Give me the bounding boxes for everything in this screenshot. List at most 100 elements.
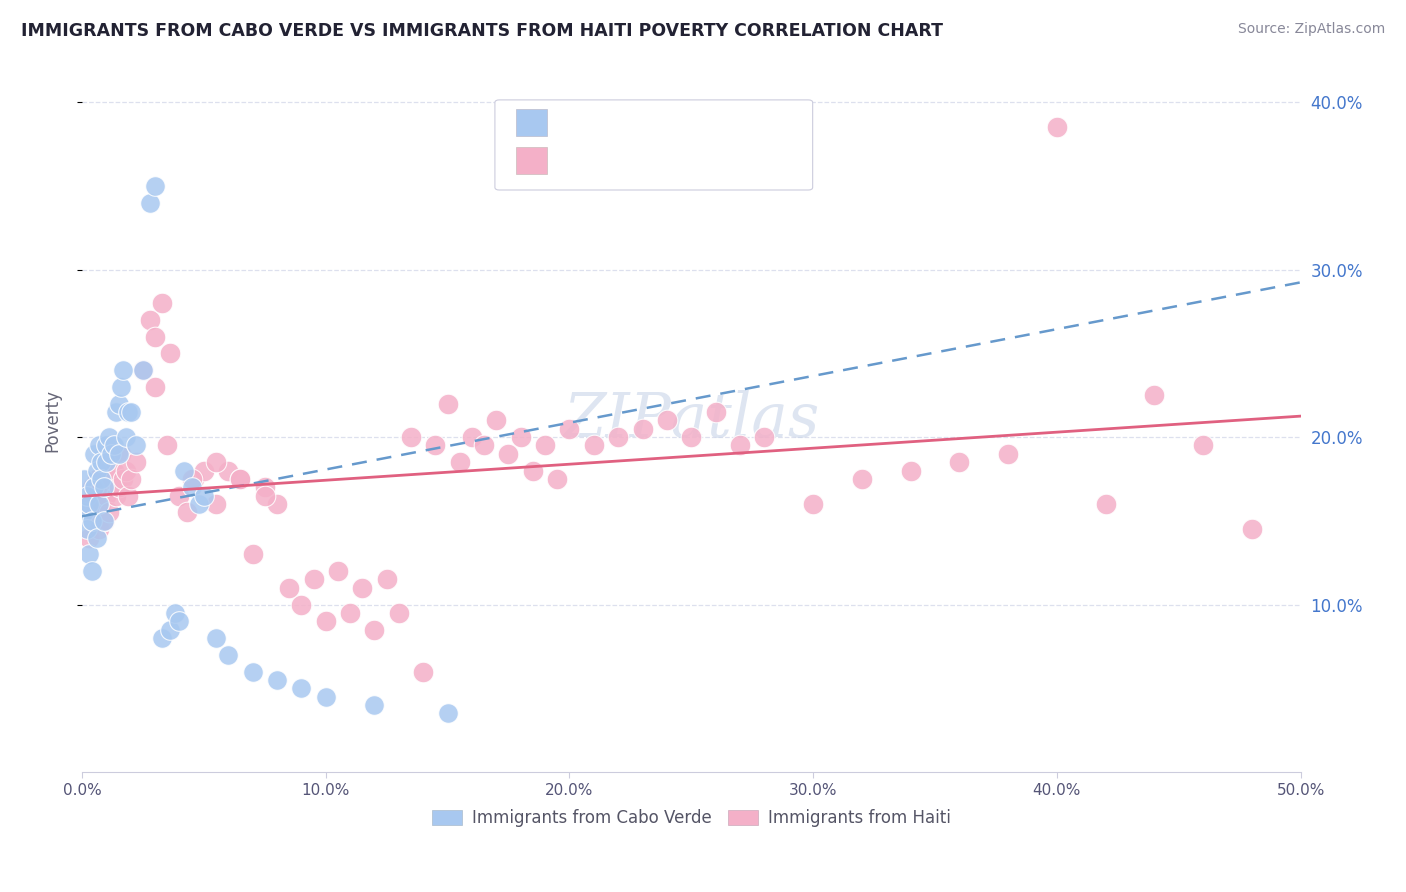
Point	[110, 380, 132, 394]
Point	[83, 447, 105, 461]
Point	[290, 598, 312, 612]
Point	[150, 296, 173, 310]
Point	[143, 329, 166, 343]
Point	[73, 505, 96, 519]
Point	[253, 489, 276, 503]
Point	[534, 438, 557, 452]
Point	[93, 514, 115, 528]
Point	[76, 497, 98, 511]
Point	[1143, 388, 1166, 402]
Point	[103, 438, 125, 452]
Point	[217, 464, 239, 478]
Point	[97, 505, 120, 519]
Point	[117, 489, 139, 503]
Legend: Immigrants from Cabo Verde, Immigrants from Haiti: Immigrants from Cabo Verde, Immigrants f…	[425, 803, 957, 834]
Point	[87, 438, 110, 452]
Point	[103, 464, 125, 478]
Point	[105, 405, 128, 419]
Text: 83: 83	[702, 151, 728, 170]
Point	[169, 615, 191, 629]
Point	[114, 430, 136, 444]
Point	[143, 178, 166, 193]
Point	[120, 405, 142, 419]
Point	[132, 363, 155, 377]
Point	[655, 413, 678, 427]
Point	[631, 422, 654, 436]
Text: N =: N =	[659, 112, 713, 132]
Point	[107, 447, 129, 461]
Point	[205, 455, 228, 469]
Point	[522, 464, 544, 478]
Point	[76, 489, 98, 503]
Point	[352, 581, 374, 595]
Y-axis label: Poverty: Poverty	[44, 389, 60, 451]
Point	[558, 422, 581, 436]
Point	[176, 505, 198, 519]
Point	[509, 430, 531, 444]
Point	[253, 480, 276, 494]
Point	[900, 464, 922, 478]
Point	[728, 438, 751, 452]
Point	[1240, 522, 1263, 536]
Point	[86, 472, 108, 486]
Point	[187, 497, 209, 511]
Point	[169, 489, 191, 503]
Point	[193, 489, 215, 503]
Point	[117, 405, 139, 419]
Point	[77, 547, 100, 561]
Point	[242, 547, 264, 561]
Point	[997, 447, 1019, 461]
Point	[183, 472, 205, 486]
Point	[83, 505, 105, 519]
Point	[159, 346, 181, 360]
Point	[498, 447, 520, 461]
Point	[87, 497, 110, 511]
Point	[100, 472, 122, 486]
Point	[107, 480, 129, 494]
Point	[150, 631, 173, 645]
Point	[112, 363, 135, 377]
Point	[80, 564, 103, 578]
Point	[754, 430, 776, 444]
Point	[681, 430, 703, 444]
Point	[326, 564, 349, 578]
Point	[229, 472, 252, 486]
Point	[193, 464, 215, 478]
Point	[242, 665, 264, 679]
Point	[436, 396, 458, 410]
Point	[97, 430, 120, 444]
Point	[105, 489, 128, 503]
Point	[315, 690, 337, 704]
Point	[399, 430, 422, 444]
Point	[607, 430, 630, 444]
Point	[948, 455, 970, 469]
Point	[485, 413, 508, 427]
Text: R =: R =	[561, 112, 602, 132]
Point	[139, 195, 162, 210]
Point	[412, 665, 434, 679]
Point	[266, 497, 288, 511]
Point	[77, 497, 100, 511]
Point	[80, 480, 103, 494]
Point	[205, 631, 228, 645]
Point	[96, 438, 118, 452]
Point	[388, 606, 411, 620]
Text: ZIP​atlas: ZIP​atlas	[564, 391, 820, 450]
Point	[93, 480, 115, 494]
Point	[290, 681, 312, 696]
Point	[86, 531, 108, 545]
Point	[1046, 120, 1069, 135]
Point	[704, 405, 727, 419]
Point	[76, 522, 98, 536]
Point	[90, 497, 112, 511]
Point	[315, 615, 337, 629]
Text: 51: 51	[702, 112, 727, 132]
Point	[425, 438, 447, 452]
Point	[96, 455, 118, 469]
Text: N =: N =	[659, 151, 713, 170]
Point	[96, 489, 118, 503]
Point	[363, 623, 385, 637]
Point	[363, 698, 385, 712]
Point	[124, 438, 146, 452]
Point	[375, 573, 398, 587]
